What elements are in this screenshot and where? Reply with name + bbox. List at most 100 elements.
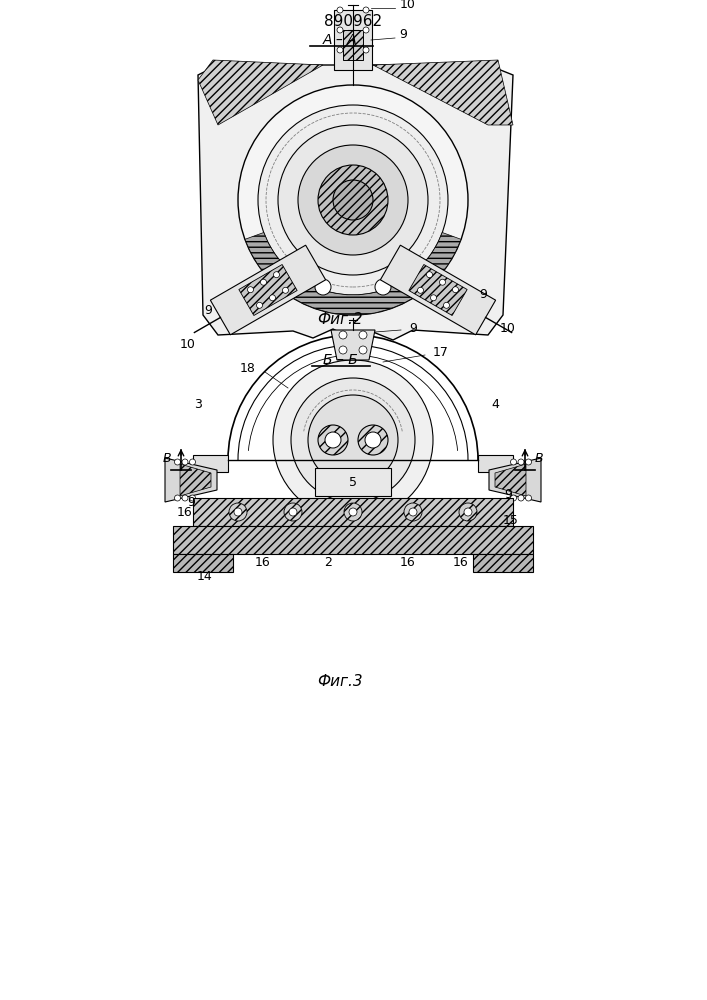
Circle shape — [365, 432, 381, 448]
Circle shape — [418, 287, 423, 293]
Circle shape — [510, 459, 517, 465]
Circle shape — [278, 125, 428, 275]
Circle shape — [349, 508, 357, 516]
Bar — [334, 10, 372, 70]
Polygon shape — [193, 498, 513, 526]
Polygon shape — [245, 232, 461, 315]
Polygon shape — [409, 265, 467, 315]
Circle shape — [182, 495, 188, 501]
Polygon shape — [331, 330, 375, 360]
Circle shape — [269, 295, 276, 301]
Circle shape — [443, 302, 450, 308]
Text: 9: 9 — [504, 488, 512, 502]
Circle shape — [189, 459, 196, 465]
Circle shape — [175, 459, 180, 465]
Polygon shape — [165, 458, 217, 502]
Text: 16: 16 — [177, 506, 193, 518]
Circle shape — [339, 331, 347, 339]
Circle shape — [333, 180, 373, 220]
Circle shape — [247, 287, 254, 293]
Circle shape — [431, 295, 436, 301]
Polygon shape — [173, 526, 533, 554]
Circle shape — [260, 279, 267, 285]
Circle shape — [274, 272, 279, 278]
Circle shape — [318, 425, 348, 455]
Circle shape — [363, 27, 369, 33]
Bar — [343, 30, 363, 60]
Bar — [173, 554, 233, 572]
Circle shape — [182, 459, 188, 465]
Text: 15: 15 — [503, 514, 519, 526]
Polygon shape — [193, 455, 228, 472]
Circle shape — [359, 331, 367, 339]
Circle shape — [344, 503, 362, 521]
Text: 16: 16 — [400, 556, 416, 570]
Circle shape — [315, 279, 331, 295]
Circle shape — [363, 7, 369, 13]
Circle shape — [291, 378, 415, 502]
Circle shape — [518, 495, 524, 501]
Text: 9: 9 — [399, 28, 407, 41]
Circle shape — [459, 503, 477, 521]
Circle shape — [298, 145, 408, 255]
Polygon shape — [198, 60, 323, 125]
Polygon shape — [478, 455, 513, 472]
Polygon shape — [239, 265, 297, 315]
Circle shape — [464, 508, 472, 516]
Text: 9: 9 — [187, 495, 195, 508]
Circle shape — [325, 432, 341, 448]
Circle shape — [525, 459, 532, 465]
Text: 890962: 890962 — [324, 14, 382, 29]
Circle shape — [229, 503, 247, 521]
Circle shape — [308, 395, 398, 485]
Polygon shape — [380, 245, 496, 335]
Text: 3: 3 — [194, 398, 202, 412]
Circle shape — [337, 47, 343, 53]
Text: 17: 17 — [433, 346, 449, 359]
Circle shape — [358, 425, 388, 455]
Circle shape — [238, 85, 468, 315]
Circle shape — [452, 287, 459, 293]
Text: Фиг.3: Фиг.3 — [317, 674, 363, 690]
Circle shape — [273, 360, 433, 520]
Text: В: В — [163, 452, 171, 464]
Circle shape — [283, 287, 288, 293]
Text: 9: 9 — [409, 322, 417, 334]
Circle shape — [409, 508, 417, 516]
Circle shape — [359, 346, 367, 354]
Text: 4: 4 — [491, 398, 499, 412]
Polygon shape — [180, 464, 211, 496]
Circle shape — [189, 495, 196, 501]
Text: 10: 10 — [500, 322, 516, 334]
Circle shape — [339, 346, 347, 354]
Text: 10: 10 — [400, 0, 416, 11]
Polygon shape — [211, 245, 326, 335]
Text: 16: 16 — [453, 556, 469, 570]
Text: Б – Б: Б – Б — [322, 353, 357, 367]
Bar — [315, 468, 391, 496]
Text: 2: 2 — [324, 556, 332, 570]
Circle shape — [518, 459, 524, 465]
Text: 9: 9 — [204, 304, 212, 316]
Circle shape — [440, 279, 445, 285]
Polygon shape — [495, 464, 526, 496]
Text: 14: 14 — [197, 570, 213, 582]
Circle shape — [337, 27, 343, 33]
Circle shape — [426, 272, 433, 278]
Circle shape — [375, 279, 391, 295]
Circle shape — [289, 508, 297, 516]
Circle shape — [318, 165, 388, 235]
Circle shape — [175, 495, 180, 501]
Text: 5: 5 — [349, 476, 357, 488]
Text: 9: 9 — [479, 288, 487, 302]
Text: В: В — [534, 452, 543, 464]
Polygon shape — [373, 60, 513, 125]
Circle shape — [257, 302, 262, 308]
Circle shape — [337, 7, 343, 13]
Circle shape — [525, 495, 532, 501]
Text: 18: 18 — [240, 361, 256, 374]
Circle shape — [234, 508, 242, 516]
Circle shape — [284, 503, 302, 521]
Text: 10: 10 — [180, 338, 196, 352]
Circle shape — [363, 47, 369, 53]
